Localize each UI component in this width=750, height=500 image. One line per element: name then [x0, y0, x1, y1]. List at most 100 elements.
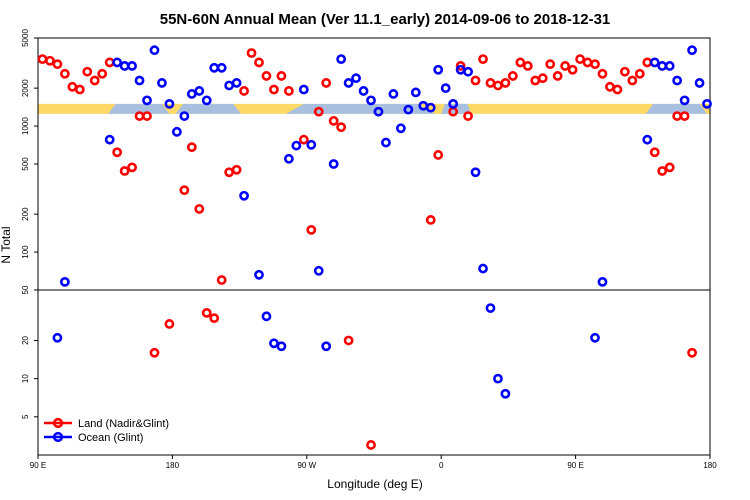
- land-point: [269, 84, 279, 95]
- land-point: [687, 347, 697, 358]
- ocean-point: [216, 62, 227, 73]
- ocean-point: [201, 95, 212, 106]
- ocean-point: [694, 78, 705, 88]
- ocean-point: [328, 159, 339, 169]
- land-point: [67, 81, 78, 92]
- land-point: [119, 166, 130, 176]
- ocean-point: [381, 137, 391, 148]
- land-point: [478, 54, 488, 65]
- land-point: [246, 48, 257, 58]
- land-point: [186, 142, 197, 153]
- ocean-point: [254, 269, 264, 280]
- land-point: [194, 204, 205, 214]
- land-point: [201, 307, 212, 318]
- land-point: [597, 68, 608, 79]
- ocean-point: [351, 73, 361, 84]
- ocean-point: [276, 341, 287, 352]
- land-point: [605, 81, 615, 92]
- ocean-point: [366, 95, 376, 106]
- land-point: [321, 78, 332, 88]
- ocean-point: [403, 104, 414, 115]
- land-point: [455, 61, 466, 71]
- land-point: [634, 68, 645, 79]
- land-point: [112, 147, 123, 158]
- land-point: [507, 71, 518, 81]
- ocean-point: [298, 84, 309, 95]
- ocean-point: [261, 311, 272, 322]
- x-tick-label: 90 W: [297, 461, 316, 470]
- land-point: [52, 59, 63, 70]
- land-point: [89, 75, 100, 86]
- legend: Land (Nadir&Glint) Ocean (Glint): [44, 417, 169, 444]
- ocean-point: [52, 332, 63, 343]
- ocean-point: [127, 61, 137, 71]
- ocean-band-segment: [108, 103, 170, 114]
- ocean-point: [119, 61, 130, 71]
- ocean-point: [672, 75, 683, 86]
- y-tick-label: 5000: [21, 29, 30, 47]
- ocean-point: [597, 276, 608, 287]
- land-point: [313, 106, 324, 117]
- ocean-point: [283, 153, 294, 164]
- land-point: [433, 150, 444, 160]
- ocean-point: [590, 332, 600, 343]
- land-point: [672, 111, 683, 121]
- land-point: [134, 111, 145, 121]
- land-point: [216, 275, 227, 285]
- ocean-point: [186, 89, 197, 99]
- lower-y-axis: 20 10 5: [21, 335, 38, 419]
- ocean-point: [306, 139, 317, 150]
- ocean-point: [642, 134, 653, 145]
- ocean-point: [336, 54, 347, 65]
- y-tick-label: 2000: [21, 79, 30, 97]
- plot-frame: [37, 37, 711, 456]
- ocean-point: [702, 98, 712, 109]
- land-point: [582, 57, 593, 68]
- land-point: [224, 167, 235, 178]
- ocean-point: [112, 57, 123, 68]
- legend-ocean-label: Ocean (Glint): [78, 432, 143, 444]
- x-tick-label: 180: [703, 461, 717, 470]
- land-point: [575, 54, 585, 65]
- ocean-point: [679, 95, 690, 106]
- land-point: [567, 64, 578, 75]
- ocean-point: [104, 134, 115, 145]
- upper-y-axis: 5000 2000 1000 500 200 100 50: [21, 29, 38, 294]
- land-point: [142, 111, 152, 121]
- land-point: [642, 57, 653, 68]
- ocean-point: [463, 66, 473, 77]
- ocean-point: [291, 140, 302, 151]
- ocean-point: [358, 86, 369, 96]
- land-point: [179, 185, 190, 196]
- ocean-point: [59, 276, 70, 287]
- land-point: [37, 54, 48, 65]
- land-point: [537, 73, 548, 84]
- land-point: [45, 55, 55, 66]
- ocean-point: [231, 78, 242, 88]
- ocean-point: [664, 61, 675, 71]
- y-tick-label: 50: [21, 285, 30, 294]
- ocean-point: [142, 95, 152, 106]
- land-point: [298, 134, 309, 145]
- legend-land-marker: [52, 417, 64, 429]
- land-point: [485, 78, 496, 88]
- land-point: [82, 66, 93, 77]
- land-point: [612, 84, 623, 95]
- x-tick-label: 90 E: [567, 461, 583, 470]
- ocean-point: [224, 80, 235, 91]
- ocean-point: [425, 102, 436, 113]
- land-point: [463, 111, 473, 121]
- ocean-point: [478, 263, 488, 274]
- land-point: [657, 166, 668, 176]
- land-point: [649, 147, 660, 158]
- ocean-point: [239, 190, 249, 201]
- x-tick-label: 90 E: [30, 461, 46, 470]
- land-point: [530, 75, 541, 86]
- land-point: [619, 66, 630, 77]
- land-point: [239, 86, 249, 96]
- ocean-point: [313, 265, 324, 276]
- ocean-point: [373, 106, 384, 117]
- ocean-band-segment: [645, 103, 708, 114]
- land-point: [590, 59, 600, 70]
- land-point: [254, 57, 264, 68]
